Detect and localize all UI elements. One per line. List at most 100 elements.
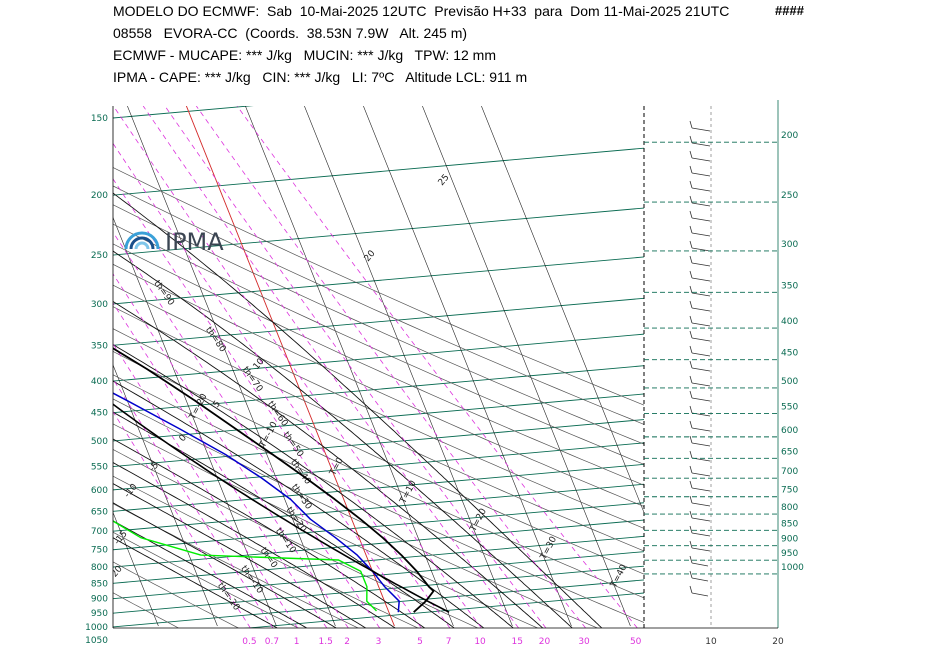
- mixing-ratio-line: [113, 231, 381, 628]
- mixing-ratio-line: [164, 106, 547, 628]
- pressure-tick-label: 400: [91, 377, 108, 387]
- pseudoadiabat-label: 5: [212, 399, 223, 410]
- wind-barb: [689, 360, 711, 372]
- right-pressure-tick-label: 450: [781, 349, 798, 359]
- dry-adiabat-grid: [113, 167, 644, 628]
- right-pressure-tick-label: 350: [781, 281, 798, 291]
- wind-barb: [689, 435, 711, 447]
- wet-bulb-profile: [113, 392, 400, 613]
- mixing-ratio-tick-label: 3: [376, 637, 382, 647]
- wind-barb: [689, 525, 711, 537]
- right-pressure-tick-label: 550: [781, 403, 798, 413]
- isobar-line: [113, 483, 644, 532]
- mixing-ratio-line: [113, 273, 349, 628]
- isotherm-line: [245, 106, 454, 627]
- isotherm-line: [113, 216, 277, 627]
- moist-adiabat-line: [113, 462, 396, 628]
- right-pressure-tick-label: 300: [781, 240, 798, 250]
- wind-barb: [689, 225, 711, 237]
- pressure-tick-label: 450: [91, 409, 108, 419]
- isobar-line: [113, 207, 644, 256]
- isotherm-line: [481, 106, 644, 514]
- right-pressure-tick-label: 900: [781, 535, 798, 545]
- wind-barb: [689, 540, 711, 552]
- temperature-profile: [113, 347, 435, 613]
- wind-barb: [689, 270, 711, 282]
- ipma-logo-text: IPMA: [165, 228, 224, 256]
- wind-panel: 10 20: [643, 100, 784, 647]
- mixing-ratio-line: [113, 178, 422, 628]
- mixing-ratio-line: [113, 106, 482, 628]
- pressure-tick-label: 850: [91, 579, 108, 589]
- pressure-tick-label: 250: [91, 251, 108, 261]
- mixing-ratio-tick-label: 5: [417, 637, 423, 647]
- isotherm-label: T=40: [609, 563, 630, 590]
- isotherm-line: [0, 66, 99, 626]
- dry-adiabat-line: [113, 243, 644, 486]
- ipma-logo: IPMA: [124, 228, 224, 256]
- isobar-line: [113, 297, 644, 346]
- dry-adiabat-line: [113, 475, 419, 628]
- mixing-ratio-line: [113, 410, 251, 628]
- dry-adiabat-line: [113, 263, 644, 507]
- header-marks: ####: [775, 3, 804, 18]
- dry-adiabat-label: th=90: [151, 279, 176, 308]
- right-pressure-tick-label: 650: [781, 447, 798, 457]
- wind-barb: [689, 570, 709, 582]
- wind-barb: [689, 555, 709, 567]
- isobar-line: [113, 502, 644, 551]
- mixing-ratio-tick-label: 30: [578, 637, 590, 647]
- right-pressure-tick-label: 950: [781, 549, 798, 559]
- right-pressure-tick-label: 1000: [781, 563, 804, 573]
- dry-adiabat-line: [113, 351, 644, 599]
- pressure-tick-label: 600: [91, 486, 108, 496]
- dry-adiabat-line: [113, 204, 644, 445]
- isobar-line: [113, 463, 644, 512]
- isobar-line: [113, 442, 644, 491]
- pressure-tick-label: 1000: [85, 623, 108, 633]
- dry-adiabat-label: th=10: [273, 526, 298, 555]
- moist-adiabat-line: [113, 483, 366, 628]
- moist-adiabat-line: [113, 380, 484, 628]
- wind-barb: [689, 330, 711, 342]
- dry-adiabat-line: [113, 328, 644, 575]
- wind-barb: [689, 195, 711, 207]
- wind-barb: [689, 450, 711, 462]
- isobar-grid: [113, 106, 644, 628]
- dry-adiabat-line: [113, 449, 479, 628]
- mixing-ratio-line: [113, 302, 328, 628]
- pressure-tick-label: 700: [91, 527, 108, 537]
- header-line-2: 08558 EVORA-CC (Coords. 38.53N 7.9W Alt.…: [113, 25, 468, 41]
- right-pressure-axis: 200 250 300 350 400 450 500 550 600 650 700 750 800 8…: [644, 131, 804, 575]
- mixing-ratio-tick-label: 1.5: [319, 637, 333, 647]
- wind-barb: [689, 120, 711, 132]
- wind-barb: [689, 510, 711, 522]
- wind-barb: [689, 240, 711, 252]
- isotherm-grid: [0, 66, 644, 627]
- ipma-logo-icon: [124, 231, 160, 250]
- dry-adiabat-line: [113, 185, 644, 425]
- isobar-line: [113, 106, 254, 119]
- pseudoadiabat-label: -15: [113, 529, 130, 547]
- isotherm-line: [127, 106, 336, 627]
- isotherm-label: T=10: [398, 479, 419, 506]
- isobar-line: [113, 579, 644, 628]
- pseudoadiabat-label: 0: [178, 433, 190, 444]
- isotherm-label: T=30: [538, 535, 559, 562]
- dry-adiabat-line: [113, 306, 644, 552]
- mixing-ratio-tick-label: 1: [294, 637, 300, 647]
- moist-adiabat-line: [113, 300, 543, 628]
- isobar-line: [113, 256, 644, 305]
- moist-adiabat-line: [113, 250, 573, 628]
- wind-axis-tick-label: 20: [772, 637, 784, 647]
- pressure-tick-label: 1050: [85, 636, 108, 646]
- wind-barb: [689, 210, 711, 222]
- isotherm-label: T=-40: [11, 247, 33, 277]
- dry-adiabat-line: [113, 284, 644, 529]
- wind-barb: [689, 135, 711, 147]
- dry-adiabat-line: [113, 223, 644, 465]
- wind-barb: [689, 345, 711, 357]
- pseudoadiabat-label: 10: [252, 357, 267, 372]
- left-pressure-axis: 150 200 250 300 350 400 450 500 550 600 650 700 750 8…: [85, 106, 114, 646]
- dry-adiabat-line: [113, 398, 599, 628]
